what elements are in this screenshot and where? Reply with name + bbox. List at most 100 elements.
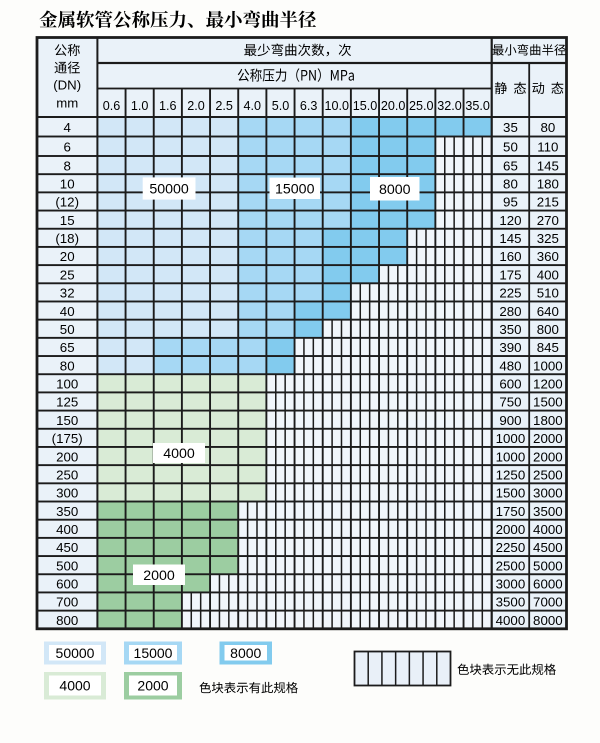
svg-text:1000: 1000 xyxy=(496,449,526,464)
svg-text:2000: 2000 xyxy=(137,678,168,694)
svg-text:20: 20 xyxy=(60,249,75,264)
svg-text:800: 800 xyxy=(56,613,78,628)
svg-text:65: 65 xyxy=(60,340,75,355)
svg-text:15.0: 15.0 xyxy=(353,99,378,113)
svg-text:280: 280 xyxy=(499,304,521,319)
svg-text:1000: 1000 xyxy=(533,358,563,373)
svg-text:2000: 2000 xyxy=(533,431,563,446)
svg-text:800: 800 xyxy=(537,322,559,337)
svg-text:510: 510 xyxy=(537,286,559,301)
svg-text:mm: mm xyxy=(56,96,78,111)
svg-text:350: 350 xyxy=(56,504,78,519)
svg-text:95: 95 xyxy=(503,195,518,210)
svg-text:120: 120 xyxy=(499,213,521,228)
svg-text:4000: 4000 xyxy=(59,678,90,694)
svg-text:145: 145 xyxy=(537,158,559,173)
svg-text:600: 600 xyxy=(499,377,521,392)
svg-text:250: 250 xyxy=(56,467,78,482)
svg-text:50000: 50000 xyxy=(149,182,189,198)
svg-text:325: 325 xyxy=(537,231,559,246)
svg-text:215: 215 xyxy=(537,195,559,210)
svg-text:1200: 1200 xyxy=(533,377,563,392)
svg-text:(DN): (DN) xyxy=(53,78,81,93)
svg-text:4000: 4000 xyxy=(496,613,526,628)
svg-text:900: 900 xyxy=(499,413,521,428)
svg-text:180: 180 xyxy=(537,176,559,191)
svg-text:1250: 1250 xyxy=(496,467,526,482)
svg-text:160: 160 xyxy=(499,249,521,264)
svg-text:5000: 5000 xyxy=(533,558,563,573)
svg-text:15000: 15000 xyxy=(134,645,173,661)
svg-text:15000: 15000 xyxy=(275,181,315,197)
svg-text:10.0: 10.0 xyxy=(325,99,350,113)
svg-text:40: 40 xyxy=(60,304,75,319)
svg-text:4: 4 xyxy=(63,120,70,135)
svg-text:50: 50 xyxy=(60,322,75,337)
svg-text:125: 125 xyxy=(56,395,78,410)
svg-text:50000: 50000 xyxy=(56,645,95,661)
svg-text:2.5: 2.5 xyxy=(215,99,233,113)
svg-text:3000: 3000 xyxy=(533,486,563,501)
svg-text:145: 145 xyxy=(499,231,521,246)
svg-text:4000: 4000 xyxy=(533,522,563,537)
svg-text:8000: 8000 xyxy=(533,613,563,628)
svg-text:175: 175 xyxy=(499,267,521,282)
svg-text:1500: 1500 xyxy=(533,395,563,410)
svg-text:25: 25 xyxy=(60,267,75,282)
svg-text:1750: 1750 xyxy=(496,504,526,519)
svg-text:500: 500 xyxy=(56,558,78,573)
svg-text:50: 50 xyxy=(503,139,518,154)
svg-text:15: 15 xyxy=(60,213,75,228)
svg-text:35: 35 xyxy=(503,120,518,135)
svg-text:8: 8 xyxy=(63,158,70,173)
svg-text:35.0: 35.0 xyxy=(465,99,490,113)
svg-text:1.0: 1.0 xyxy=(131,99,149,113)
svg-text:7000: 7000 xyxy=(533,595,563,610)
svg-text:3000: 3000 xyxy=(496,577,526,592)
svg-text:2500: 2500 xyxy=(533,467,563,482)
svg-text:480: 480 xyxy=(499,358,521,373)
svg-text:360: 360 xyxy=(537,249,559,264)
svg-text:225: 225 xyxy=(499,286,521,301)
svg-text:4000: 4000 xyxy=(163,446,195,462)
svg-text:845: 845 xyxy=(537,340,559,355)
svg-text:2000: 2000 xyxy=(533,449,563,464)
svg-text:0.6: 0.6 xyxy=(103,99,121,113)
svg-text:2000: 2000 xyxy=(143,568,175,584)
svg-text:1.6: 1.6 xyxy=(159,99,177,113)
svg-text:80: 80 xyxy=(503,176,518,191)
svg-text:2250: 2250 xyxy=(496,540,526,555)
svg-text:(18): (18) xyxy=(55,231,79,246)
svg-text:10: 10 xyxy=(60,176,75,191)
svg-text:5.0: 5.0 xyxy=(272,99,290,113)
svg-text:4500: 4500 xyxy=(533,540,563,555)
svg-text:8000: 8000 xyxy=(379,182,411,198)
svg-text:3500: 3500 xyxy=(496,595,526,610)
svg-text:8000: 8000 xyxy=(230,645,261,661)
svg-text:200: 200 xyxy=(56,449,78,464)
svg-text:80: 80 xyxy=(60,358,75,373)
svg-text:25.0: 25.0 xyxy=(409,99,434,113)
svg-text:150: 150 xyxy=(56,413,78,428)
svg-text:640: 640 xyxy=(537,304,559,319)
svg-text:80: 80 xyxy=(540,120,555,135)
svg-text:6000: 6000 xyxy=(533,577,563,592)
svg-text:1000: 1000 xyxy=(496,431,526,446)
svg-text:1500: 1500 xyxy=(496,486,526,501)
svg-text:65: 65 xyxy=(503,158,518,173)
svg-text:(175): (175) xyxy=(52,431,83,446)
svg-text:6.3: 6.3 xyxy=(300,99,318,113)
svg-text:32: 32 xyxy=(60,286,75,301)
svg-text:(12): (12) xyxy=(55,195,79,210)
svg-text:110: 110 xyxy=(537,139,558,154)
svg-text:20.0: 20.0 xyxy=(381,99,406,113)
svg-text:2500: 2500 xyxy=(496,558,526,573)
svg-text:100: 100 xyxy=(56,377,78,392)
svg-text:2.0: 2.0 xyxy=(187,99,205,113)
svg-text:400: 400 xyxy=(537,267,559,282)
svg-text:270: 270 xyxy=(537,213,559,228)
svg-text:750: 750 xyxy=(499,395,521,410)
svg-text:1800: 1800 xyxy=(533,413,563,428)
svg-text:2000: 2000 xyxy=(496,522,526,537)
svg-text:6: 6 xyxy=(63,139,70,154)
